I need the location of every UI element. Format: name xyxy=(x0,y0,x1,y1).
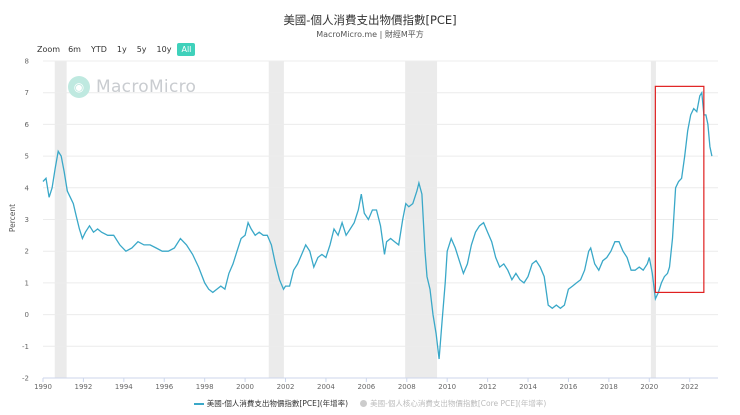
y-tick-label-7: 7 xyxy=(25,89,29,97)
range-button-5y[interactable]: 5y xyxy=(136,45,147,54)
y-axis-label: Percent xyxy=(8,204,17,232)
y-tick-label-2: 2 xyxy=(25,248,29,256)
range-button-6m[interactable]: 6m xyxy=(68,45,81,54)
y-tick-label-3: 3 xyxy=(25,216,29,224)
legend-item-pce[interactable]: 美國-個人消費支出物價指數[PCE](年增率) xyxy=(193,398,349,409)
x-tick-label-2002: 2002 xyxy=(277,383,295,391)
x-tick-label-2012: 2012 xyxy=(479,383,497,391)
gridlines xyxy=(43,60,718,379)
watermark: ◉ MacroMicro xyxy=(68,76,196,98)
x-axis: 1990 1992 1994 1996 1998 2000 2002 2004 2006 2008… xyxy=(34,377,718,391)
x-tick-label-2008: 2008 xyxy=(398,383,416,391)
x-tick-label-2010: 2010 xyxy=(438,383,456,391)
range-selector: Zoom 6m YTD 1y 5y 10y All xyxy=(37,43,197,56)
x-tick-label-2004: 2004 xyxy=(317,383,335,391)
y-axis: -2 -1 0 1 2 3 4 5 6 7 8 xyxy=(22,58,30,383)
range-button-all[interactable]: All xyxy=(177,43,196,56)
x-tick-label-2020: 2020 xyxy=(640,383,658,391)
watermark-text: MacroMicro xyxy=(96,77,197,97)
x-tick-label-2014: 2014 xyxy=(519,383,537,391)
macromicro-logo-icon: ◉ xyxy=(68,76,90,98)
range-button-10y[interactable]: 10y xyxy=(156,45,172,54)
legend-swatch-pce xyxy=(193,402,204,405)
chart-title: 美國-個人消費支出物價指數[PCE] xyxy=(283,13,457,27)
chart-subtitle: MacroMicro.me | 財經M平方 xyxy=(316,30,424,39)
highlight-box xyxy=(654,85,705,294)
x-tick-label-2006: 2006 xyxy=(357,383,375,391)
x-tick-label-1990: 1990 xyxy=(34,383,52,391)
x-tick-label-2016: 2016 xyxy=(560,383,578,391)
legend-swatch-core-pce xyxy=(360,400,368,407)
x-tick-label-1992: 1992 xyxy=(75,383,93,391)
legend-label-pce: 美國-個人消費支出物價指數[PCE](年增率) xyxy=(206,399,349,408)
range-button-1y[interactable]: 1y xyxy=(116,45,127,54)
x-tick-label-1998: 1998 xyxy=(196,383,214,391)
range-button-ytd[interactable]: YTD xyxy=(90,45,107,54)
zoom-label: Zoom xyxy=(37,45,61,54)
y-tick-label-8: 8 xyxy=(25,58,29,66)
x-tick-label-2022: 2022 xyxy=(681,383,699,391)
legend-item-core-pce[interactable]: 美國-個人核心消費支出物價指數[Core PCE](年增率) xyxy=(360,398,546,409)
x-tick-label-1994: 1994 xyxy=(115,383,133,391)
y-tick-label-0: 0 xyxy=(25,311,29,319)
y-tick-label-6: 6 xyxy=(25,121,30,129)
y-tick-label--1: -1 xyxy=(22,343,29,351)
legend-label-core-pce: 美國-個人核心消費支出物價指數[Core PCE](年增率) xyxy=(370,399,547,408)
x-tick-label-2018: 2018 xyxy=(600,383,618,391)
series-line-pce[interactable] xyxy=(42,90,713,360)
x-tick-label-1996: 1996 xyxy=(155,383,173,391)
y-tick-label-4: 4 xyxy=(25,184,30,192)
legend: 美國-個人消費支出物價指數[PCE](年增率) 美國-個人核心消費支出物價指數[… xyxy=(0,398,740,409)
y-tick-label--2: -2 xyxy=(22,375,29,383)
y-tick-label-1: 1 xyxy=(25,279,29,287)
y-tick-label-5: 5 xyxy=(25,153,29,161)
x-tick-label-2000: 2000 xyxy=(236,383,254,391)
